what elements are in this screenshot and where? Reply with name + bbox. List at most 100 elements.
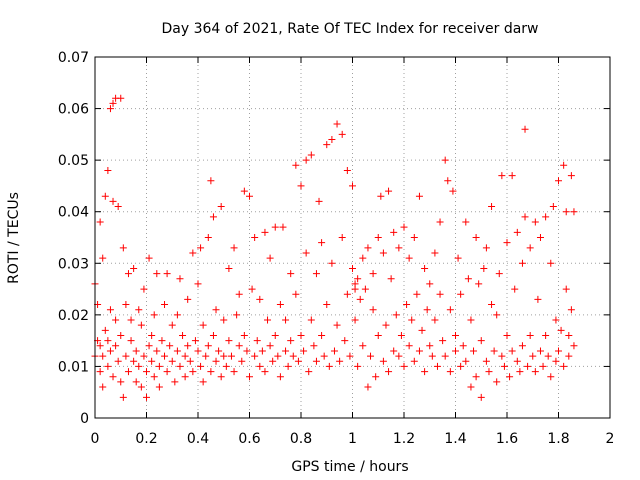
data-point xyxy=(194,280,202,288)
data-point xyxy=(127,337,135,345)
data-point xyxy=(374,234,382,241)
data-point xyxy=(189,249,197,257)
data-point xyxy=(392,311,400,319)
data-point xyxy=(441,156,449,164)
data-point xyxy=(271,331,279,339)
data-point xyxy=(264,316,272,324)
data-point xyxy=(99,352,107,360)
data-point xyxy=(449,187,457,195)
data-point xyxy=(143,368,150,376)
data-point xyxy=(300,347,308,355)
data-point xyxy=(526,244,534,252)
data-point xyxy=(148,357,156,365)
data-point xyxy=(279,223,287,231)
data-point xyxy=(403,301,411,309)
data-point xyxy=(567,306,575,314)
data-point xyxy=(305,368,313,376)
data-point xyxy=(462,357,470,365)
y-tick-label: 0.03 xyxy=(58,256,89,272)
data-point xyxy=(374,331,382,339)
data-point xyxy=(302,249,310,257)
data-point xyxy=(282,347,290,355)
data-point xyxy=(109,373,117,381)
data-point xyxy=(503,331,511,339)
data-point xyxy=(230,244,238,252)
data-point xyxy=(452,347,459,355)
data-point xyxy=(312,270,320,278)
data-point xyxy=(145,342,153,350)
data-point xyxy=(217,373,225,381)
data-point xyxy=(354,362,362,370)
data-point xyxy=(153,270,161,278)
data-points xyxy=(91,94,578,401)
data-point xyxy=(106,105,114,113)
data-point xyxy=(343,290,351,298)
data-point xyxy=(482,244,490,252)
data-point xyxy=(338,234,346,241)
data-point xyxy=(536,234,544,241)
data-point xyxy=(112,342,120,350)
data-point xyxy=(246,373,253,381)
data-point xyxy=(464,275,472,283)
y-axis-ticks: 0 0.01 0.02 0.03 0.04 0.05 0.06 0.07 xyxy=(58,50,610,427)
data-point xyxy=(143,393,150,401)
data-point xyxy=(526,331,534,339)
data-point xyxy=(163,270,171,278)
data-point xyxy=(184,295,192,303)
data-point xyxy=(191,337,199,345)
data-point xyxy=(287,337,295,345)
data-point xyxy=(467,316,475,324)
data-point xyxy=(372,373,380,381)
data-point xyxy=(397,331,405,339)
data-point xyxy=(171,378,179,386)
data-point xyxy=(560,362,568,370)
data-point xyxy=(488,301,496,309)
data-point xyxy=(197,244,205,252)
data-point xyxy=(472,234,480,241)
data-point xyxy=(253,337,261,345)
data-point xyxy=(560,161,568,169)
data-point xyxy=(390,228,398,236)
data-point xyxy=(137,383,145,391)
data-point xyxy=(485,368,493,376)
data-point xyxy=(101,326,109,334)
data-point xyxy=(122,301,130,309)
data-point xyxy=(220,352,228,360)
data-point xyxy=(161,352,169,360)
x-tick-label: 0.4 xyxy=(187,431,209,447)
data-point xyxy=(106,347,114,355)
data-point xyxy=(99,383,107,391)
data-point xyxy=(390,347,398,355)
data-point xyxy=(179,331,187,339)
data-point xyxy=(431,249,439,257)
x-tick-label: 1.4 xyxy=(444,431,466,447)
data-point xyxy=(199,378,207,386)
data-point xyxy=(385,368,393,376)
data-point xyxy=(207,177,215,185)
data-point xyxy=(426,342,434,350)
data-point xyxy=(511,285,519,293)
data-point xyxy=(266,342,274,350)
data-point xyxy=(498,352,506,360)
x-tick-label: 0 xyxy=(91,431,100,447)
data-point xyxy=(135,306,143,314)
data-point xyxy=(467,383,475,391)
data-point xyxy=(364,244,372,252)
x-tick-label: 2 xyxy=(606,431,615,447)
data-point xyxy=(150,373,158,381)
data-point xyxy=(132,347,140,355)
data-point xyxy=(109,197,117,205)
y-axis-label: ROTI / TECUs xyxy=(6,192,22,284)
data-point xyxy=(534,295,542,303)
data-point xyxy=(531,368,539,376)
data-point xyxy=(269,357,277,365)
data-point xyxy=(222,362,230,370)
data-point xyxy=(197,362,205,370)
data-point xyxy=(155,362,163,370)
data-point xyxy=(506,373,514,381)
data-point xyxy=(493,378,501,386)
data-point xyxy=(289,352,297,360)
data-point xyxy=(446,368,454,376)
x-axis-label: GPS time / hours xyxy=(291,459,408,475)
